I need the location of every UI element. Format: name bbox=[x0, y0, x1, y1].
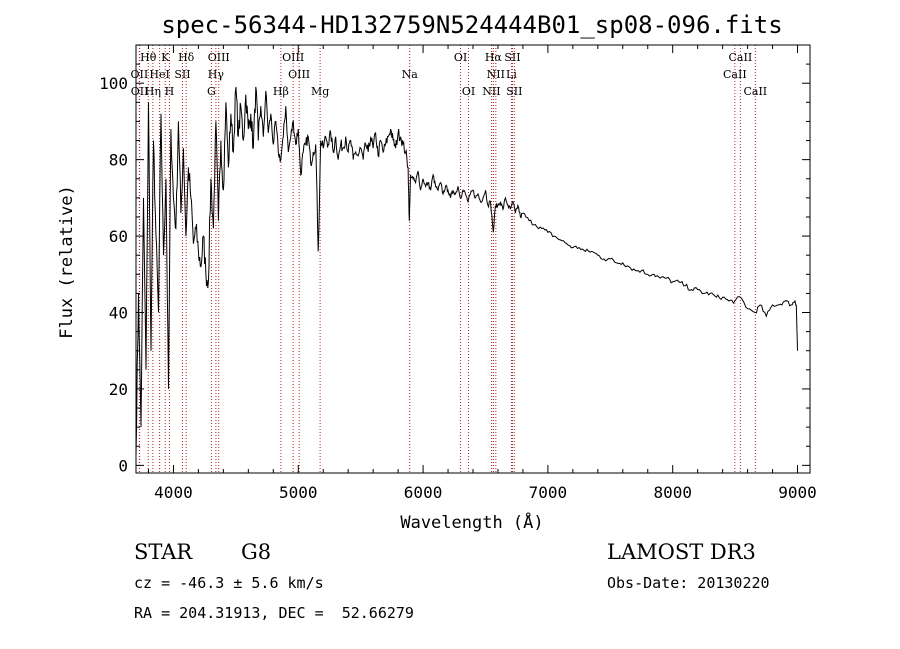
x-tick-label: 5000 bbox=[279, 483, 318, 502]
spectral-line-label: Hγ bbox=[208, 68, 225, 81]
x-tick-label: 8000 bbox=[653, 483, 692, 502]
spectral-line-label: OIII bbox=[288, 68, 310, 81]
spectral-line-label: Li bbox=[506, 68, 517, 81]
obs-date-text: Obs-Date: 20130220 bbox=[607, 574, 770, 592]
spectral-line-label: CaII bbox=[743, 85, 767, 98]
spectral-line-label: OI bbox=[454, 51, 467, 64]
y-tick-label: 0 bbox=[118, 456, 128, 475]
spectral-line-label: CaII bbox=[729, 51, 753, 64]
spectral-line-label: Mg bbox=[311, 85, 329, 98]
y-tick-label: 40 bbox=[109, 304, 128, 323]
spectral-line-label: G bbox=[207, 85, 216, 98]
spectral-line-label: NII bbox=[482, 85, 500, 98]
spectral-line-label: OIII bbox=[282, 51, 304, 64]
chart-title: spec-56344-HD132759N524444B01_sp08-096.f… bbox=[161, 11, 782, 39]
redshift-text: cz = -46.3 ± 5.6 km/s bbox=[134, 574, 324, 592]
spectral-line-label: OI bbox=[462, 85, 475, 98]
y-tick-label: 20 bbox=[109, 380, 128, 399]
spectral-line-label: OII bbox=[131, 85, 149, 98]
spectral-line-label: Hβ bbox=[273, 85, 289, 98]
spectral-line-label: Na bbox=[402, 68, 419, 81]
x-tick-label: 4000 bbox=[154, 483, 193, 502]
y-tick-label: 80 bbox=[109, 151, 128, 170]
spectral-line-label: NII bbox=[487, 68, 505, 81]
spectral-line-label: SII bbox=[174, 68, 190, 81]
x-axis-label: Wavelength (Å) bbox=[400, 511, 543, 533]
survey-name: LAMOST DR3 bbox=[607, 540, 756, 564]
spectral-line-label: HeI bbox=[149, 68, 169, 81]
spectral-line-label: SII bbox=[506, 85, 522, 98]
spectral-line-label: CaII bbox=[723, 68, 747, 81]
spectral-line-label: Hα bbox=[485, 51, 503, 64]
y-axis-ticks: 0 20 40 60 80 100 bbox=[99, 63, 810, 475]
spectral-line-label: Hθ bbox=[140, 51, 157, 64]
object-class: STAR bbox=[134, 540, 193, 564]
y-tick-label: 100 bbox=[99, 74, 128, 93]
spectral-line-label: OIII bbox=[208, 51, 230, 64]
spectral-line-label: H bbox=[165, 85, 175, 98]
object-subclass: G8 bbox=[241, 540, 272, 564]
y-axis-label: Flux (relative) bbox=[57, 185, 77, 339]
spectral-line-label: SII bbox=[504, 51, 520, 64]
x-tick-label: 7000 bbox=[529, 483, 568, 502]
spectrum-line bbox=[135, 86, 798, 454]
spectral-line-markers bbox=[138, 45, 756, 473]
spectral-line-label: OII bbox=[131, 68, 149, 81]
x-tick-label: 9000 bbox=[778, 483, 817, 502]
spectral-line-label: Hη bbox=[145, 85, 161, 98]
x-axis-ticks: 4000 5000 6000 7000 8000 9000 bbox=[147, 45, 817, 502]
spectral-line-label: K bbox=[161, 51, 170, 64]
y-tick-label: 60 bbox=[109, 227, 128, 246]
coordinates-text: RA = 204.31913, DEC = 52.66279 bbox=[134, 604, 414, 622]
spectral-line-label: Hδ bbox=[178, 51, 195, 64]
x-tick-label: 6000 bbox=[404, 483, 443, 502]
